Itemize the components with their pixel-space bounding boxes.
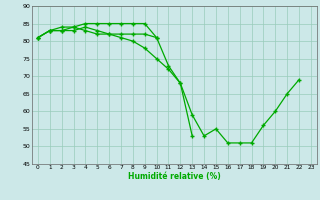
X-axis label: Humidité relative (%): Humidité relative (%) bbox=[128, 172, 221, 181]
